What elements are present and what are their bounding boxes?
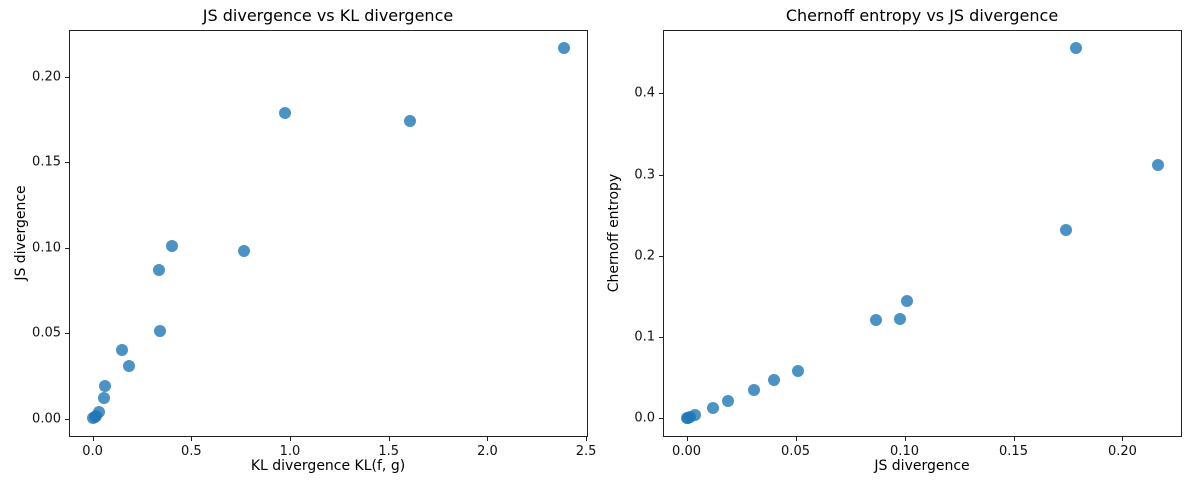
y-tick-label: 0.20: [32, 69, 61, 85]
x-tick-mark: [686, 437, 688, 441]
y-tick-mark: [659, 337, 663, 339]
scatter-point: [123, 359, 136, 372]
y-tick-label: 0.2: [634, 248, 655, 264]
left-plot-area: [69, 30, 588, 437]
scatter-point: [152, 263, 165, 276]
scatter-point: [153, 325, 166, 338]
scatter-point: [721, 394, 734, 407]
y-tick-mark: [65, 247, 69, 249]
x-tick-label: 1.5: [378, 444, 400, 459]
left-x-axis-label: KL divergence KL(f, g): [250, 458, 406, 474]
y-tick-mark: [65, 418, 69, 420]
x-tick-label: 2.5: [575, 444, 597, 459]
y-tick-label: 0.0: [634, 410, 655, 426]
scatter-point: [279, 107, 292, 120]
x-tick-label: 0.0: [82, 444, 103, 459]
x-tick-mark: [795, 437, 797, 441]
x-tick-label: 0.5: [180, 444, 202, 459]
scatter-point: [706, 401, 719, 414]
y-tick-mark: [65, 76, 69, 78]
y-tick-label: 0.1: [634, 329, 655, 345]
y-tick-mark: [659, 418, 663, 420]
y-tick-mark: [659, 255, 663, 257]
y-tick-label: 0.15: [32, 154, 61, 170]
y-tick-label: 0.10: [32, 240, 61, 256]
scatter-point: [748, 383, 761, 396]
left-y-axis-label: JS divergence: [13, 185, 29, 281]
scatter-point: [767, 374, 780, 387]
right-y-axis-label: Chernoff entropy: [606, 173, 622, 293]
scatter-point: [1152, 158, 1165, 171]
scatter-point: [558, 42, 571, 55]
right-x-axis-label: JS divergence: [874, 458, 970, 474]
scatter-point: [689, 408, 702, 421]
scatter-point: [237, 245, 250, 258]
scatter-point: [1059, 223, 1072, 236]
x-tick-label: 0.05: [781, 444, 810, 459]
x-tick-mark: [586, 437, 588, 441]
x-tick-mark: [191, 437, 193, 441]
right-plot-area: [663, 30, 1182, 437]
x-tick-mark: [290, 437, 291, 441]
right-plot-title: Chernoff entropy vs JS divergence: [785, 6, 1059, 25]
x-tick-label: 1.0: [279, 444, 301, 459]
scatter-point: [165, 239, 178, 252]
x-tick-mark: [388, 437, 390, 441]
x-tick-label: 0.00: [672, 444, 702, 459]
y-tick-mark: [659, 174, 663, 176]
scatter-point: [92, 405, 105, 418]
y-tick-label: 0.3: [634, 167, 655, 182]
scatter-point: [894, 313, 907, 326]
left-plot-title: JS divergence vs KL divergence: [202, 6, 454, 25]
x-tick-mark: [904, 437, 906, 441]
x-tick-label: 0.10: [890, 444, 919, 459]
x-tick-mark: [487, 437, 489, 441]
y-tick-mark: [659, 93, 663, 95]
scatter-point: [791, 365, 804, 378]
y-tick-label: 0.00: [32, 411, 61, 427]
scatter-point: [98, 392, 111, 405]
scatter-point: [870, 314, 883, 327]
scatter-point: [900, 294, 913, 307]
scatter-point: [99, 380, 112, 393]
x-tick-mark: [92, 437, 94, 441]
x-tick-label: 0.15: [999, 444, 1028, 459]
x-tick-label: 0.20: [1108, 444, 1137, 459]
scatter-point: [1069, 42, 1082, 55]
y-tick-mark: [65, 333, 69, 335]
x-tick-mark: [1013, 437, 1015, 441]
x-tick-mark: [1122, 437, 1124, 441]
y-tick-label: 0.4: [634, 85, 655, 101]
scatter-point: [116, 344, 129, 357]
y-tick-mark: [65, 162, 69, 164]
x-tick-label: 2.0: [477, 444, 498, 459]
y-tick-label: 0.05: [32, 325, 61, 341]
scatter-point: [404, 115, 417, 128]
